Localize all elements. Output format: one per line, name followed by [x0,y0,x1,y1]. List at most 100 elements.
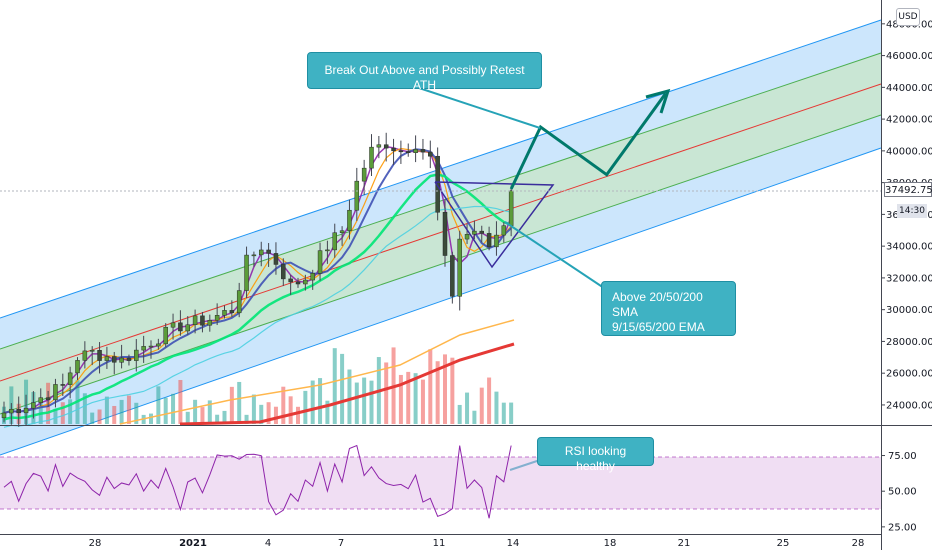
candle-body [333,233,337,250]
volume-bar [421,380,425,424]
candle-body [17,409,21,413]
candle-body [76,360,80,372]
candle-body [245,255,249,290]
candle-body [9,409,13,413]
candle-body [494,235,498,247]
candle-body [384,145,388,148]
last-price-label: 37492.75 [884,182,932,197]
time-tick-label: 28 [89,538,102,549]
time-tick-label: 11 [433,538,446,549]
volume-bar [237,382,241,424]
rsi-tick-label: 75.00 [888,451,917,462]
candle-body [83,351,87,360]
time-tick-label: 7 [338,538,344,549]
price-tick-label: 46000.00 [886,51,932,62]
candle-body [149,346,153,347]
volume-bar [340,354,344,424]
price-tick-label: 26000.00 [886,369,932,380]
volume-bar [120,400,124,424]
volume-bar [186,412,190,424]
candle-body [274,253,278,264]
candle-body [252,255,256,256]
volume-bar [399,375,403,424]
rsi-band [0,457,881,509]
price-tick-label: 44000.00 [886,83,932,94]
volume-bar [200,407,204,424]
candle-body [105,357,109,361]
price-tick-label: 34000.00 [886,242,932,253]
candle-body [399,151,403,152]
candle-body [171,323,175,327]
volume-bar [171,394,175,424]
volume-bar [494,392,498,424]
candle-body [267,250,271,253]
time-tick-label: 14 [507,538,520,549]
candle-body [61,384,65,385]
time-tick-label: 2021 [179,538,207,549]
volume-bar [355,383,359,424]
volume-bar [178,380,182,424]
volume-bar [450,358,454,424]
annotation-rsi[interactable]: RSI looking healthy [537,437,654,466]
price-tick-label: 32000.00 [886,273,932,284]
candle-body [392,148,396,151]
candle-body [2,413,6,418]
annotation-moving-averages[interactable]: Above 20/50/200 SMA 9/15/65/200 EMA [601,281,736,336]
candle-body [340,231,344,233]
volume-bar [149,414,153,424]
candle-body [127,358,131,361]
candle-body [98,350,102,360]
volume-bar [252,395,256,424]
volume-bar [112,406,116,424]
candle-body [472,231,476,234]
price-tick-label: 28000.00 [886,337,932,348]
candle-body [259,250,263,255]
candle-body [487,233,491,246]
volume-bar [296,407,300,424]
currency-label[interactable]: USD [896,8,920,26]
candle-body [296,282,300,284]
candle-body [465,234,469,239]
price-tick-label: 24000.00 [886,400,932,411]
candle-body [178,323,182,331]
candle-body [362,168,366,181]
candle-body [53,384,57,399]
candle-body [421,149,425,152]
volume-bar [127,396,131,424]
candle-body [450,256,454,297]
candle-body [31,403,35,409]
volume-bar [303,391,307,424]
candle-body [406,152,410,153]
candle-body [377,145,381,147]
volume-bar [98,409,102,424]
price-tick-label: 42000.00 [886,115,932,126]
candle-body [347,210,351,230]
candle-body [502,226,506,235]
volume-bar [428,349,432,424]
volume-bar [289,396,293,424]
rsi-tick-label: 25.00 [888,522,917,533]
candle-body [112,357,116,363]
volume-bar [230,387,234,424]
candle-body [289,279,293,282]
candle-body [480,231,484,233]
candle-body [325,250,329,251]
candle-body [428,152,432,156]
volume-bar [333,348,337,424]
annotation-breakout[interactable]: Break Out Above and Possibly Retest ATH [307,52,542,89]
candle-body [46,398,50,400]
candle-body [281,264,285,278]
time-tick-label: 4 [265,538,271,549]
price-tick-label: 30000.00 [886,305,932,316]
volume-bar [90,413,94,424]
volume-bar [480,388,484,424]
candle-body [318,251,322,274]
candle-body [90,350,94,351]
volume-bar [61,402,65,424]
candle-body [193,316,197,325]
candle-body [215,315,219,320]
volume-bar [509,403,513,424]
candle-body [120,358,124,362]
